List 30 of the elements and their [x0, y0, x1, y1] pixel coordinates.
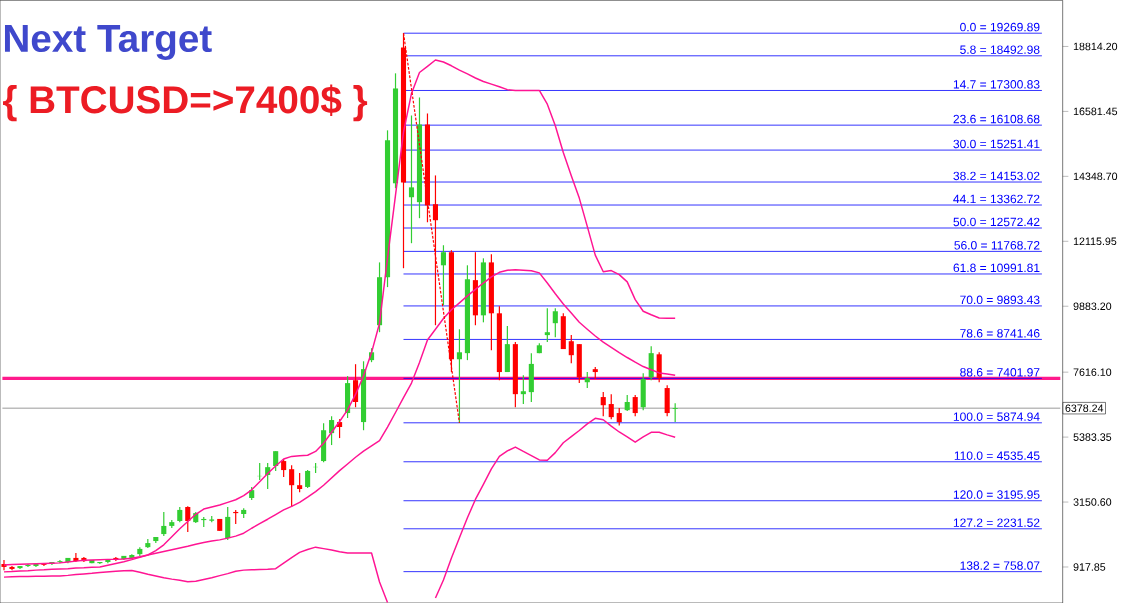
ref-line-label: 23.6 = 16108.68: [953, 114, 1040, 124]
ref-line-label: 78.6 = 8741.46: [960, 329, 1040, 338]
ref-line-label: 61.8 = 10991.81: [953, 263, 1040, 273]
ref-line-label: 56.0 = 11768.72: [954, 241, 1040, 250]
y-tick-label: 3150.60: [1073, 498, 1112, 506]
y-tick-label: 7616.10: [1073, 368, 1112, 376]
ref-line-label: 30.0 = 15251.41: [953, 139, 1040, 149]
ref-line-label: 120.0 = 3195.95: [953, 490, 1040, 499]
ref-line-label: 127.2 = 2231.52: [953, 518, 1040, 527]
ref-line-label: 44.1 = 13362.72: [953, 194, 1040, 204]
y-tick-label: 917.85: [1073, 563, 1106, 571]
ref-line-label: 0.0 = 19269.89: [960, 22, 1040, 32]
annotation: Next Target: [4, 25, 212, 60]
ref-line-label: 110.0 = 4535.45: [954, 451, 1040, 460]
ref-line-label: 88.6 = 7401.97: [960, 368, 1040, 377]
annotation: { BTCUSD=>7400$ }: [3, 84, 368, 122]
ref-line-label: 14.7 = 17300.83: [953, 80, 1040, 89]
ref-line-label: 50.0 = 12572.42: [953, 217, 1040, 227]
ref-line-label: 100.0 = 5874.94: [953, 412, 1040, 421]
ref-line-label: 138.2 = 758.07: [960, 561, 1040, 570]
ref-line-label: 70.0 = 9893.43: [960, 295, 1040, 305]
y-tick-label: 9883.20: [1073, 302, 1112, 310]
y-tick-label: 5383.35: [1073, 433, 1112, 441]
y-tick-label: 14348.70: [1073, 172, 1118, 181]
ref-line-label: 5.8 = 18492.98: [960, 45, 1040, 54]
y-tick-label: 16581.45: [1073, 107, 1118, 116]
ref-line-label: 38.2 = 14153.02: [953, 171, 1040, 181]
ref-line-label: 6378.24: [1065, 404, 1104, 412]
y-tick-label: 18814.20: [1073, 42, 1118, 51]
y-tick-label: 12115.95: [1073, 237, 1117, 246]
